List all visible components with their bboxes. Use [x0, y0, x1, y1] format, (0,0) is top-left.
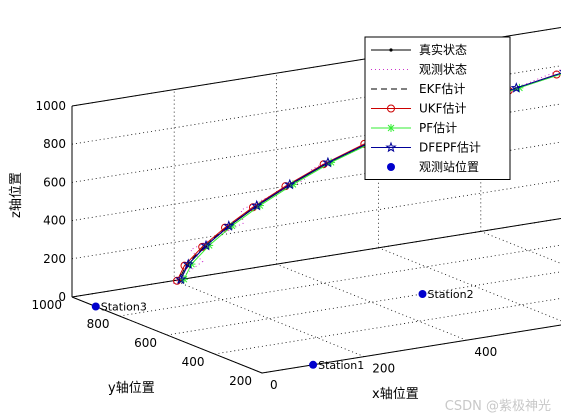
z-tick-label: 400 — [43, 214, 66, 228]
data-point — [387, 104, 395, 113]
back-grid-line — [71, 218, 561, 298]
data-point — [322, 156, 334, 168]
data-point — [198, 242, 207, 251]
z-tick-label: 0 — [58, 290, 66, 304]
station-label: Station1 — [318, 359, 364, 372]
legend-label: 观测状态 — [419, 63, 467, 77]
stations-layer: Station1 Station2 Station3 — [91, 288, 474, 372]
legend-label: 观测站位置 — [419, 159, 479, 174]
data-point-stroke — [387, 124, 395, 132]
data-point — [284, 178, 296, 190]
floor-grid-line — [378, 247, 561, 322]
data-point — [389, 48, 393, 52]
y-tick-label: 800 — [87, 317, 110, 331]
station-label: Station3 — [101, 301, 147, 314]
x-tick-label: 200 — [372, 362, 395, 376]
x-tick-label: 0 — [270, 378, 278, 392]
data-point — [223, 220, 235, 231]
y-tick-label: 200 — [229, 374, 252, 388]
legend-label: EKF估计 — [419, 82, 465, 96]
z-axis-label: z轴位置 — [9, 172, 24, 218]
z-tick-label: 800 — [43, 137, 66, 151]
data-point — [385, 141, 397, 153]
back-floor-edge — [71, 218, 561, 298]
data-point — [173, 276, 182, 285]
data-point — [200, 239, 212, 251]
y-tick-label: 600 — [134, 336, 157, 350]
x-tick-label: 400 — [474, 345, 497, 359]
legend-label: UKF估计 — [419, 102, 467, 116]
data-point — [387, 124, 395, 132]
data-point — [309, 360, 318, 369]
z-tick-label: 1000 — [35, 99, 66, 113]
floor-grid-line — [71, 218, 561, 298]
back-grid-line — [71, 179, 561, 260]
floor-grid-line — [214, 297, 561, 355]
y-tick-label: 400 — [182, 355, 205, 369]
y-axis-label: y轴位置 — [108, 381, 155, 396]
x-axis-line — [261, 324, 561, 374]
data-point — [510, 82, 522, 93]
data-point — [91, 302, 100, 311]
data-point — [175, 273, 187, 285]
tick-labels: 0200400600800100020040060080010000200400… — [31, 99, 497, 392]
data-point — [418, 290, 427, 298]
legend-label: PF估计 — [419, 121, 457, 135]
legend-label: 真实状态 — [419, 42, 467, 57]
station-label: Station2 — [428, 288, 474, 301]
floor-grid-line — [480, 231, 561, 264]
floor-grid-line — [166, 271, 561, 336]
legend-label: DFEPF估计 — [419, 141, 481, 155]
floor-grid-line — [276, 263, 467, 341]
watermark: CSDN @紫极神光 — [444, 399, 551, 414]
y-tick-label: 1000 — [31, 298, 62, 312]
x-axis-label: x轴位置 — [372, 387, 419, 402]
data-point — [182, 258, 194, 270]
z-tick-label: 600 — [43, 175, 66, 189]
data-point — [251, 199, 263, 211]
data-point — [387, 163, 395, 171]
z-tick-label: 200 — [43, 252, 66, 266]
floor-grid-line — [174, 280, 365, 357]
